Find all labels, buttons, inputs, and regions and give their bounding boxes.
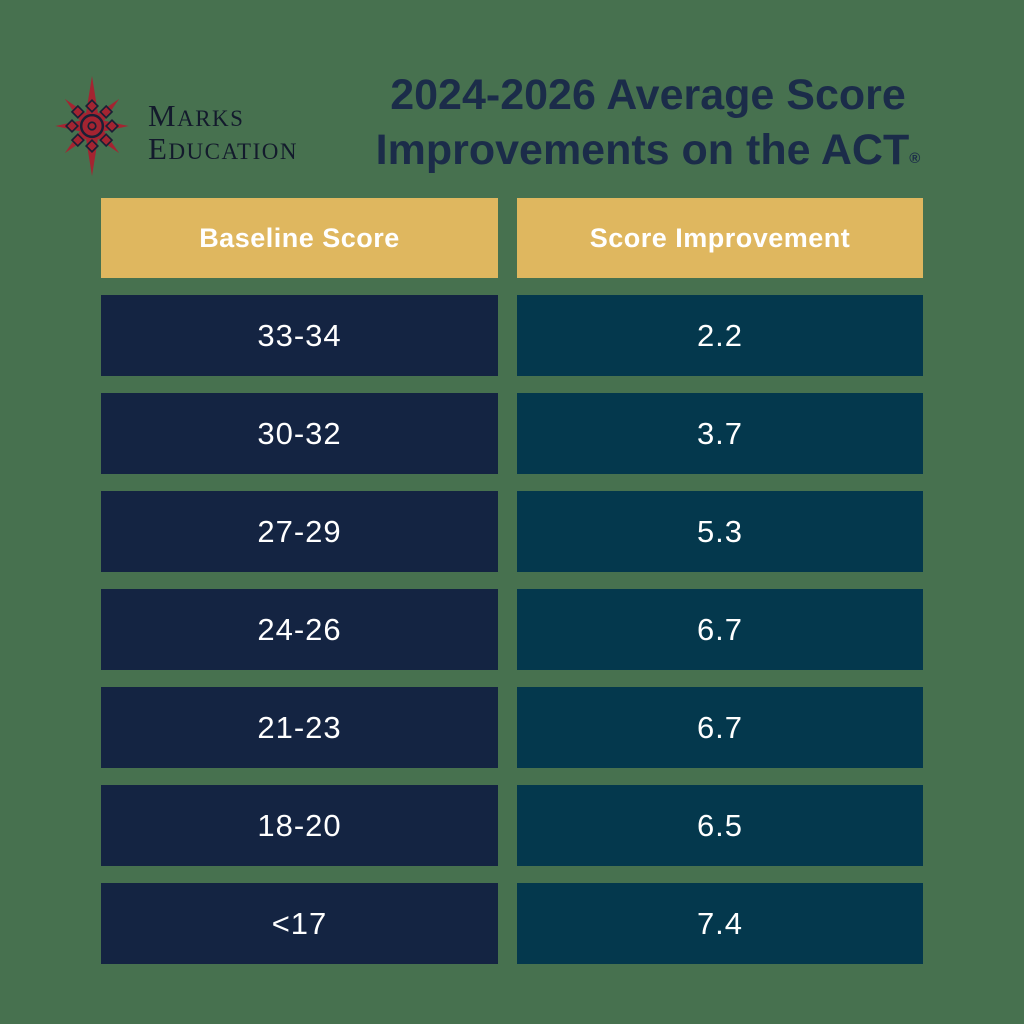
baseline-cell: 33-34 [101, 295, 498, 376]
improvement-cell: 6.7 [517, 589, 923, 670]
brand-name-line1: MARKS [148, 98, 245, 134]
registered-trademark-symbol: ® [909, 150, 921, 167]
improvement-cell: 5.3 [517, 491, 923, 572]
page-title: 2024-2026 Average Score Improvements on … [292, 68, 1004, 186]
baseline-cell: 21-23 [101, 687, 498, 768]
table-row: 18-20 6.5 [101, 785, 923, 866]
table-header-row: Baseline Score Score Improvement [101, 198, 923, 278]
brand-name: MARKS EDUCATION [148, 100, 298, 165]
improvement-cell: 2.2 [517, 295, 923, 376]
improvement-cell: 7.4 [517, 883, 923, 964]
table-row: 33-34 2.2 [101, 295, 923, 376]
baseline-cell: 27-29 [101, 491, 498, 572]
column-header-improvement: Score Improvement [517, 198, 923, 278]
score-table: Baseline Score Score Improvement 33-34 2… [101, 198, 923, 981]
improvement-cell: 6.7 [517, 687, 923, 768]
table-row: 27-29 5.3 [101, 491, 923, 572]
brand-name-line2: EDUCATION [148, 131, 298, 166]
improvement-cell: 6.5 [517, 785, 923, 866]
page-title-line1: 2024-2026 Average Score [390, 71, 906, 119]
page-title-line2: Improvements on the ACT® [375, 126, 921, 174]
baseline-cell: 30-32 [101, 393, 498, 474]
baseline-cell: 24-26 [101, 589, 498, 670]
table-row: 30-32 3.7 [101, 393, 923, 474]
improvement-cell: 3.7 [517, 393, 923, 474]
compass-rose-icon [42, 70, 142, 182]
baseline-cell: 18-20 [101, 785, 498, 866]
table-row: 24-26 6.7 [101, 589, 923, 670]
table-row: <17 7.4 [101, 883, 923, 964]
table-row: 21-23 6.7 [101, 687, 923, 768]
baseline-cell: <17 [101, 883, 498, 964]
column-header-baseline: Baseline Score [101, 198, 498, 278]
brand-logo: MARKS EDUCATION [42, 70, 298, 182]
